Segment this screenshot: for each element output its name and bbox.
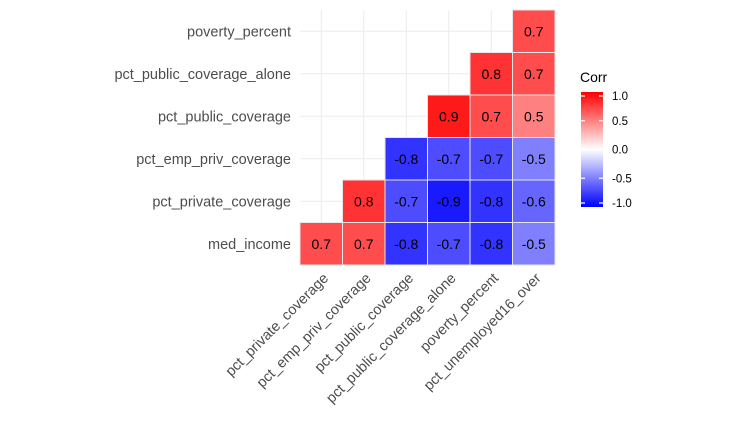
cell-value-label: -0.7: [437, 151, 461, 167]
y-tick-label: pct_public_coverage: [158, 109, 291, 125]
heatmap-cell: [512, 179, 556, 223]
cell-value-label: -0.8: [394, 151, 418, 167]
color-legend: Corr 1.0 0.5 0.0 -0.5 -1.0: [580, 69, 632, 210]
y-tick-label: med_income: [208, 237, 291, 253]
x-axis-tick-labels: pct_private_coveragepct_emp_priv_coverag…: [223, 270, 545, 406]
cell-value-labels: 0.7 0.7 -0.8 -0.7 -0.8 -0.5 0.8 -0.7 -0.9 -0.8 -0.…: [312, 23, 547, 252]
legend-tick-label: -1.0: [612, 198, 632, 210]
heatmap-cell: [427, 137, 471, 181]
legend-tick-label: 0.5: [612, 116, 628, 128]
cell-value-label: -0.6: [522, 193, 546, 209]
heatmap-cell: [512, 137, 556, 181]
cell-value-label: 0.7: [524, 66, 544, 82]
y-tick-label: pct_emp_priv_coverage: [136, 152, 291, 168]
cell-value-label: -0.5: [522, 236, 546, 252]
cell-value-label: -0.8: [479, 193, 503, 209]
y-tick-label: pct_public_coverage_alone: [114, 67, 291, 83]
cell-value-label: 0.7: [312, 236, 332, 252]
cell-value-label: 0.8: [354, 193, 374, 209]
cell-value-label: 0.7: [354, 236, 374, 252]
y-tick-label: poverty_percent: [187, 24, 291, 40]
cell-value-label: 0.9: [439, 108, 459, 124]
cell-value-label: 0.8: [482, 66, 502, 82]
cell-value-label: -0.5: [522, 151, 546, 167]
y-tick-label: pct_private_coverage: [152, 194, 291, 210]
legend-tick-label: 1.0: [612, 91, 628, 103]
legend-tick-label: 0.0: [612, 145, 628, 157]
cell-value-label: -0.9: [437, 193, 461, 209]
heatmap-cell: [469, 94, 513, 138]
heatmap-cell: [512, 9, 556, 53]
heatmap-cell: [469, 179, 513, 223]
heatmap-cell: [427, 94, 471, 138]
cell-value-label: -0.7: [394, 193, 418, 209]
heatmap-cell: [469, 137, 513, 181]
cell-value-label: 0.5: [524, 108, 544, 124]
cell-value-label: -0.8: [394, 236, 418, 252]
cell-value-label: -0.7: [437, 236, 461, 252]
heatmap-cell: [512, 94, 556, 138]
heatmap-cells: [299, 9, 556, 266]
y-axis-tick-labels: med_income pct_private_coverage pct_emp_pr…: [114, 24, 291, 253]
legend-tick-label: -0.5: [612, 173, 632, 185]
cell-value-label: 0.7: [524, 23, 544, 39]
heatmap-cell: [469, 222, 513, 266]
heatmap-cell: [342, 179, 386, 223]
legend-colorbar: [581, 92, 603, 207]
cell-value-label: -0.7: [479, 151, 503, 167]
legend-title: Corr: [580, 69, 608, 85]
heatmap-cell: [512, 222, 556, 266]
cell-value-label: 0.7: [482, 108, 502, 124]
x-tick-label: poverty_percent: [417, 271, 502, 356]
cell-value-label: -0.8: [479, 236, 503, 252]
heatmap-cell: [299, 222, 343, 266]
